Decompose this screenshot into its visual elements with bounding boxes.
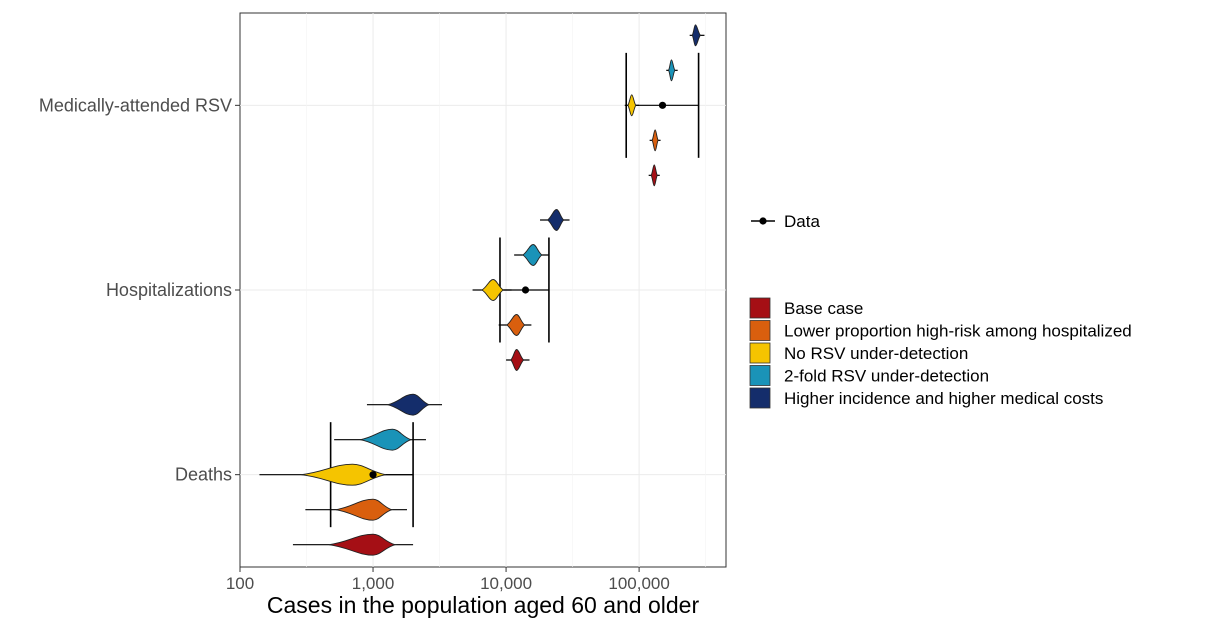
legend-entry-label: 2-fold RSV under-detection <box>784 367 989 386</box>
legend-swatch <box>749 365 771 386</box>
violin-shape <box>505 314 526 336</box>
violin-shape <box>521 244 543 266</box>
legend: Data Base case Lower proportion high-risk … <box>749 212 1132 409</box>
data-point <box>369 471 377 479</box>
violin-shape <box>301 463 386 486</box>
violin-shape <box>510 349 525 371</box>
legend-entry-label: Lower proportion high-risk among hospita… <box>784 322 1132 341</box>
category-labels: Medically-attended RSV Hospitalizations De… <box>39 95 240 485</box>
legend-entry-label: Higher incidence and higher medical cost… <box>784 389 1103 408</box>
violin-shape <box>335 498 394 521</box>
y-axis-tick-label: Deaths <box>175 465 232 485</box>
legend-entry-label: Base case <box>784 299 863 318</box>
y-axis-tick-label: Hospitalizations <box>106 280 232 300</box>
legend-data-point <box>759 217 767 225</box>
legend-entry-label: No RSV under-detection <box>784 344 968 363</box>
violin-shape <box>691 24 701 47</box>
violin-shape <box>360 428 413 451</box>
violin-shape <box>627 94 637 117</box>
legend-swatch <box>749 342 771 364</box>
x-axis-tick-label: 1,000 <box>352 574 395 593</box>
data-point <box>521 286 530 294</box>
violin-shape <box>546 209 565 231</box>
violin-shape <box>387 393 431 416</box>
violin-shape <box>668 59 676 82</box>
x-axis-tick-label: 100,000 <box>608 574 669 593</box>
legend-swatch <box>749 297 771 319</box>
x-axis-title: Cases in the population aged 60 and olde… <box>267 592 700 618</box>
legend-data-label: Data <box>784 212 820 231</box>
x-axis-ticks: 100 1,000 10,000 100,000 <box>226 567 670 593</box>
data-point <box>658 101 667 109</box>
violin-shape <box>650 164 658 187</box>
legend-swatch <box>749 320 771 341</box>
x-axis-tick-label: 100 <box>226 574 254 593</box>
violin-shape <box>328 533 397 556</box>
violin-layer <box>259 24 705 556</box>
legend-swatch <box>749 387 771 409</box>
y-axis-tick-label: Medically-attended RSV <box>39 95 232 115</box>
violin-shape <box>651 129 659 152</box>
violin-shape <box>480 279 505 301</box>
x-axis-tick-label: 10,000 <box>480 574 532 593</box>
